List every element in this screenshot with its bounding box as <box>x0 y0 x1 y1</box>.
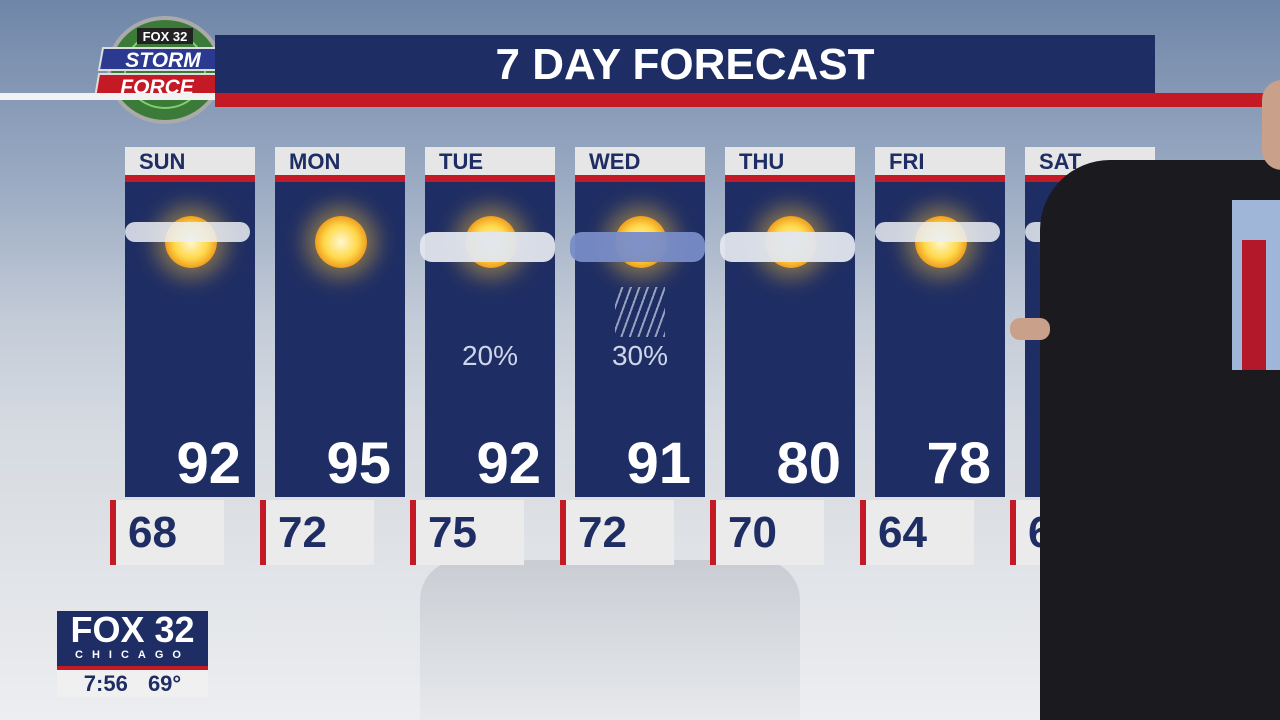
time-temp: 7:56 69° <box>57 670 208 697</box>
high-temp: 78 <box>926 431 991 496</box>
station-city: CHICAGO <box>75 649 190 661</box>
day-name: MON <box>275 147 405 175</box>
cloud-icon <box>570 232 705 262</box>
day-column-thu: THU 80 <box>720 147 855 497</box>
svg-text:STORM: STORM <box>125 49 201 72</box>
sun-icon <box>315 216 367 268</box>
day-panel: 20% 92 <box>420 182 555 497</box>
precip-chance: 20% <box>461 340 519 371</box>
storm-force-logo: FOX 32 STORM FORCE <box>95 16 229 124</box>
day-column-sun: SUN 92 <box>125 147 255 497</box>
page-title: 7 DAY FORECAST <box>215 35 1155 93</box>
high-temp: 80 <box>776 431 841 496</box>
day-red-stripe <box>875 175 1005 182</box>
day-column-wed: WED 30% 91 <box>570 147 705 497</box>
day-panel: 80 <box>720 182 855 497</box>
precip-chance: 30% <box>611 340 669 371</box>
presenter-tie <box>1242 240 1266 370</box>
low-temp: 72 <box>260 500 374 565</box>
day-panel: 30% 91 <box>570 182 705 497</box>
day-panel: 95 <box>275 182 405 497</box>
header-white-line <box>0 93 215 100</box>
cloud-icon <box>720 232 855 262</box>
day-name: TUE <box>425 147 555 175</box>
day-name: WED <box>575 147 705 175</box>
high-temp: 91 <box>626 431 691 496</box>
day-red-stripe <box>125 175 255 182</box>
high-temp: 95 <box>326 431 391 496</box>
low-temp: 68 <box>110 500 224 565</box>
rain-icon <box>615 287 665 337</box>
studio-stage <box>420 560 800 720</box>
bug-red-stripe <box>57 666 208 670</box>
low-temp: 72 <box>560 500 674 565</box>
svg-text:FOX 32: FOX 32 <box>143 29 188 44</box>
header-red-stripe <box>215 93 1270 107</box>
day-name: THU <box>725 147 855 175</box>
day-panel: 78 <box>875 182 1005 497</box>
presenter-head <box>1262 80 1280 170</box>
day-red-stripe <box>425 175 555 182</box>
station-name: FOX 32 <box>70 609 195 650</box>
high-temp: 92 <box>176 431 241 496</box>
presenter-arm <box>1040 290 1160 340</box>
day-name: SUN <box>125 147 255 175</box>
high-temp: 92 <box>476 431 541 496</box>
day-red-stripe <box>275 175 405 182</box>
day-name: FRI <box>875 147 1005 175</box>
cloud-icon <box>420 232 555 262</box>
day-column-tue: TUE 20% 92 <box>420 147 555 497</box>
cloud-icon <box>125 222 250 242</box>
station-logo: FOX 32 CHICAGO <box>57 611 208 666</box>
low-temp: 70 <box>710 500 824 565</box>
day-panel: 92 <box>125 182 255 497</box>
day-column-fri: FRI 78 <box>875 147 1005 497</box>
day-red-stripe <box>725 175 855 182</box>
low-temp: 75 <box>410 500 524 565</box>
day-column-mon: MON 95 <box>275 147 405 497</box>
day-red-stripe <box>575 175 705 182</box>
current-time: 7:56 <box>83 671 128 696</box>
cloud-icon <box>875 222 1000 242</box>
low-temp: 64 <box>860 500 974 565</box>
presenter-hand <box>1010 318 1050 340</box>
current-temp: 69° <box>147 671 182 696</box>
station-bug: FOX 32 CHICAGO 7:56 69° <box>57 611 208 697</box>
